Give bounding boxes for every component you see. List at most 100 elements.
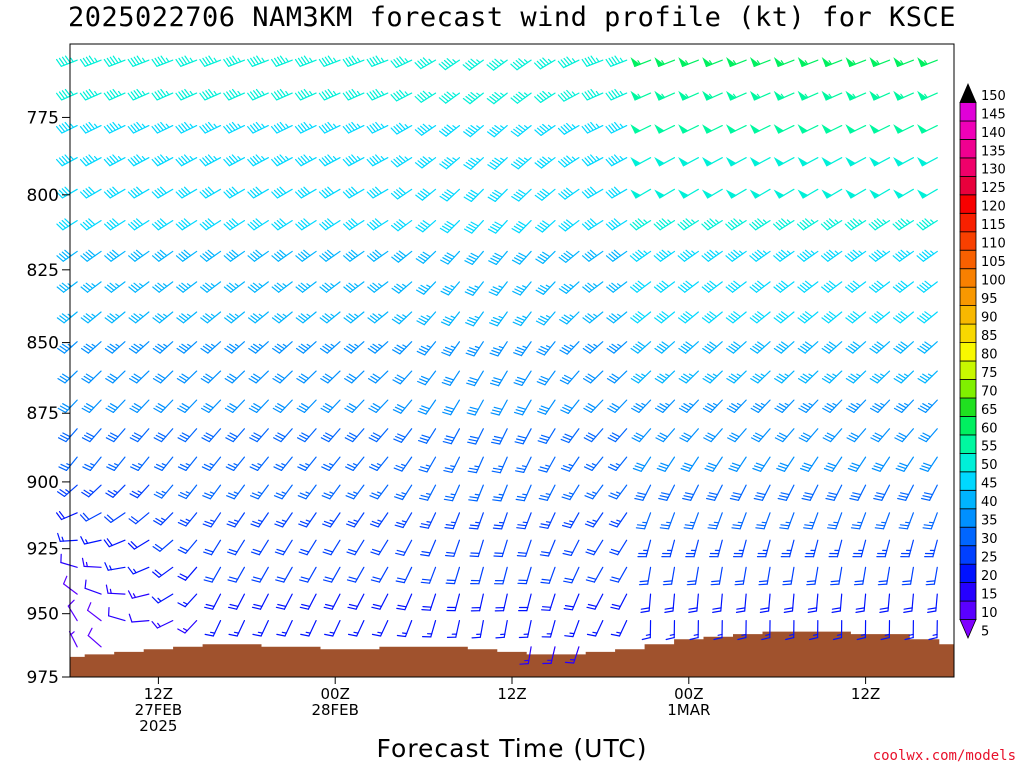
barb-half-flag	[691, 219, 696, 224]
wind-barb	[494, 593, 508, 612]
barb-half-flag	[233, 491, 239, 495]
barb-full-flag	[677, 317, 686, 324]
barb-full-flag	[181, 251, 189, 259]
barb-full-flag	[585, 375, 594, 382]
barb-full-flag	[58, 221, 67, 229]
wind-barb	[199, 218, 222, 231]
barb-full-flag	[128, 518, 137, 525]
barb-full-flag	[869, 407, 879, 413]
barb-full-flag	[253, 56, 259, 65]
barb-full-flag	[564, 604, 575, 608]
barb-full-flag	[752, 434, 762, 440]
barb-full-flag	[275, 606, 285, 610]
barb-full-flag	[348, 90, 355, 98]
wind-barb	[367, 341, 389, 354]
barb-full-flag	[732, 524, 742, 527]
barb-half-flag	[426, 520, 432, 524]
wind-barb	[318, 55, 341, 67]
barb-full-flag	[324, 123, 331, 131]
barb-full-flag	[797, 286, 805, 293]
wind-barb	[417, 399, 437, 415]
barb-full-flag	[374, 249, 383, 257]
wind-barb	[832, 620, 843, 641]
barb-half-flag	[210, 313, 216, 318]
wind-barb	[725, 157, 747, 167]
barb-full-flag	[369, 495, 379, 500]
wind-barb	[80, 536, 102, 545]
barb-half-flag	[281, 491, 287, 495]
barb-half-flag	[547, 58, 553, 63]
barb-full-flag	[659, 373, 668, 380]
barb-full-flag	[346, 375, 355, 382]
wind-barb	[677, 218, 699, 231]
barb-full-flag	[106, 466, 115, 471]
wind-barb	[272, 341, 293, 354]
barb-full-flag	[800, 345, 809, 352]
barb-full-flag	[250, 253, 258, 260]
barb-full-flag	[420, 466, 430, 470]
barb-full-flag	[895, 345, 904, 352]
barb-shaft	[898, 219, 914, 231]
y-tick-label: 825	[27, 261, 59, 281]
barb-full-flag	[709, 218, 717, 226]
barb-half-flag	[354, 283, 359, 287]
barb-half-flag	[736, 402, 742, 407]
barb-full-flag	[132, 463, 141, 469]
wind-barb	[467, 456, 484, 474]
wind-barb	[535, 281, 556, 295]
wind-barb	[678, 399, 699, 413]
barb-full-flag	[369, 253, 378, 260]
barb-full-flag	[632, 345, 641, 352]
wind-barb	[271, 55, 293, 67]
barb-full-flag	[392, 409, 402, 414]
wind-barb	[514, 456, 532, 473]
barb-half-flag	[904, 402, 909, 407]
wind-barb	[605, 154, 628, 167]
barb-shaft	[838, 566, 843, 585]
barb-shaft	[670, 566, 676, 585]
barb-full-flag	[201, 407, 210, 413]
barb-shaft	[107, 615, 126, 622]
barb-shaft	[659, 250, 676, 262]
barb-full-flag	[324, 56, 331, 65]
barb-full-flag	[898, 373, 907, 380]
barb-full-flag	[772, 223, 781, 231]
barb-full-flag	[277, 403, 286, 409]
wind-barb	[104, 281, 126, 293]
barb-shaft	[635, 250, 652, 262]
barb-full-flag	[749, 223, 757, 231]
barb-full-flag	[178, 221, 186, 229]
barb-shaft	[377, 484, 389, 500]
barb-full-flag	[785, 636, 795, 641]
barb-full-flag	[371, 606, 381, 610]
wind-barb	[127, 539, 150, 550]
barb-full-flag	[728, 467, 738, 472]
barb-full-flag	[895, 467, 905, 472]
barb-full-flag	[904, 636, 914, 641]
terrain-layer	[70, 631, 954, 677]
barb-half-flag	[761, 521, 767, 524]
barb-full-flag	[780, 280, 789, 287]
wind-barb	[68, 630, 78, 648]
barb-full-flag	[369, 57, 376, 66]
wind-barb	[298, 539, 317, 556]
barb-full-flag	[682, 282, 691, 289]
barb-full-flag	[133, 188, 141, 196]
barb-full-flag	[469, 496, 479, 499]
wind-barb	[897, 484, 914, 501]
barb-full-flag	[563, 607, 574, 611]
barb-full-flag	[778, 282, 787, 289]
barb-full-flag	[831, 607, 842, 610]
barb-full-flag	[344, 437, 354, 443]
wind-barb	[773, 280, 795, 293]
barb-full-flag	[252, 123, 260, 131]
barb-full-flag	[802, 220, 810, 227]
barb-full-flag	[223, 255, 232, 262]
barb-pennant	[702, 90, 713, 101]
wind-barb	[806, 566, 819, 586]
wind-barb	[319, 281, 341, 293]
barb-full-flag	[61, 220, 69, 227]
barb-full-flag	[204, 520, 214, 525]
barb-full-flag	[250, 157, 257, 165]
barb-half-flag	[669, 633, 675, 636]
